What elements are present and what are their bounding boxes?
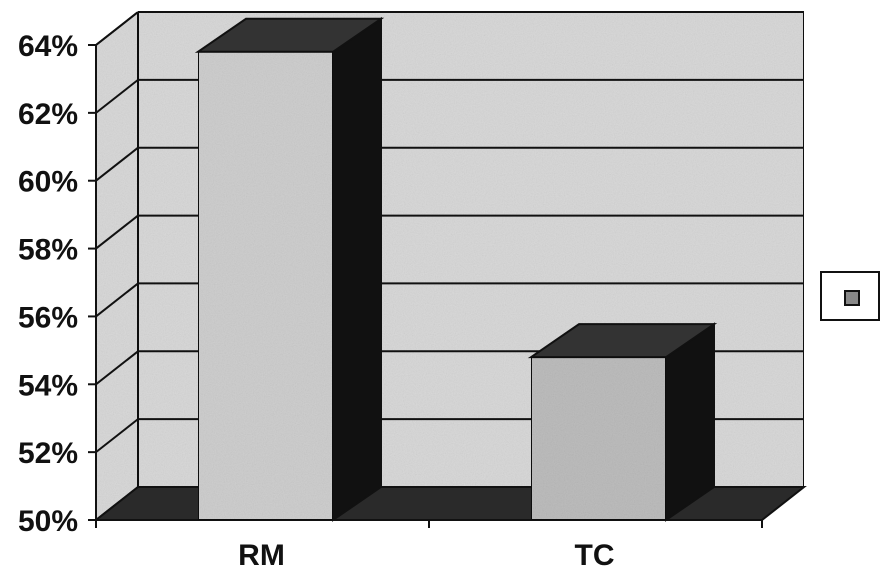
- side-gridline: [95, 79, 139, 114]
- side-gridline: [95, 11, 139, 46]
- side-gridline: [95, 282, 139, 318]
- y-tick-label: 62%: [18, 98, 78, 131]
- bar-front: [197, 50, 334, 522]
- y-tick-label: 60%: [18, 166, 78, 199]
- y-tick-label: 52%: [18, 437, 78, 470]
- bar-front: [530, 356, 667, 521]
- legend: [820, 271, 880, 321]
- bar-tc: [527, 322, 718, 522]
- x-tick-labels: RM TC: [238, 539, 614, 572]
- bar-rm: [194, 16, 385, 522]
- bar-side: [332, 16, 382, 522]
- x-tick-label: RM: [238, 539, 285, 572]
- x-tick-label: TC: [575, 539, 615, 572]
- side-gridline: [95, 350, 139, 386]
- legend-swatch: [844, 290, 860, 306]
- side-gridline: [95, 214, 139, 250]
- side-gridline: [95, 418, 139, 453]
- side-gridline: [95, 146, 139, 182]
- side-wall: [95, 9, 139, 523]
- y-tick-label: 58%: [18, 234, 78, 267]
- y-tick-label: 64%: [18, 30, 78, 63]
- bars: [194, 16, 718, 522]
- y-tick-label: 56%: [18, 301, 78, 334]
- y-tick-label: 50%: [18, 505, 78, 538]
- y-tick-label: 54%: [18, 369, 78, 402]
- y-tick-labels: 50% 52% 54% 56% 58% 60% 62% 64%: [18, 30, 78, 538]
- bar-side: [665, 322, 715, 522]
